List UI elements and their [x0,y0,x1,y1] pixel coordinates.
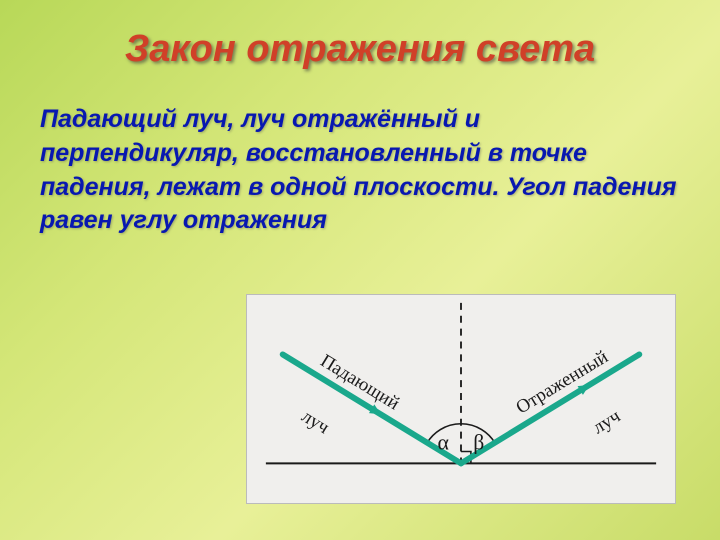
law-statement: Падающий луч, луч отражённый и перпендик… [0,71,720,238]
svg-text:α: α [437,431,448,455]
reflection-diagram: αβПадающийлучОтраженныйлуч [246,294,676,504]
diagram-svg: αβПадающийлучОтраженныйлуч [247,295,675,503]
slide-title: Закон отражения света [0,0,720,71]
svg-text:β: β [473,431,484,455]
